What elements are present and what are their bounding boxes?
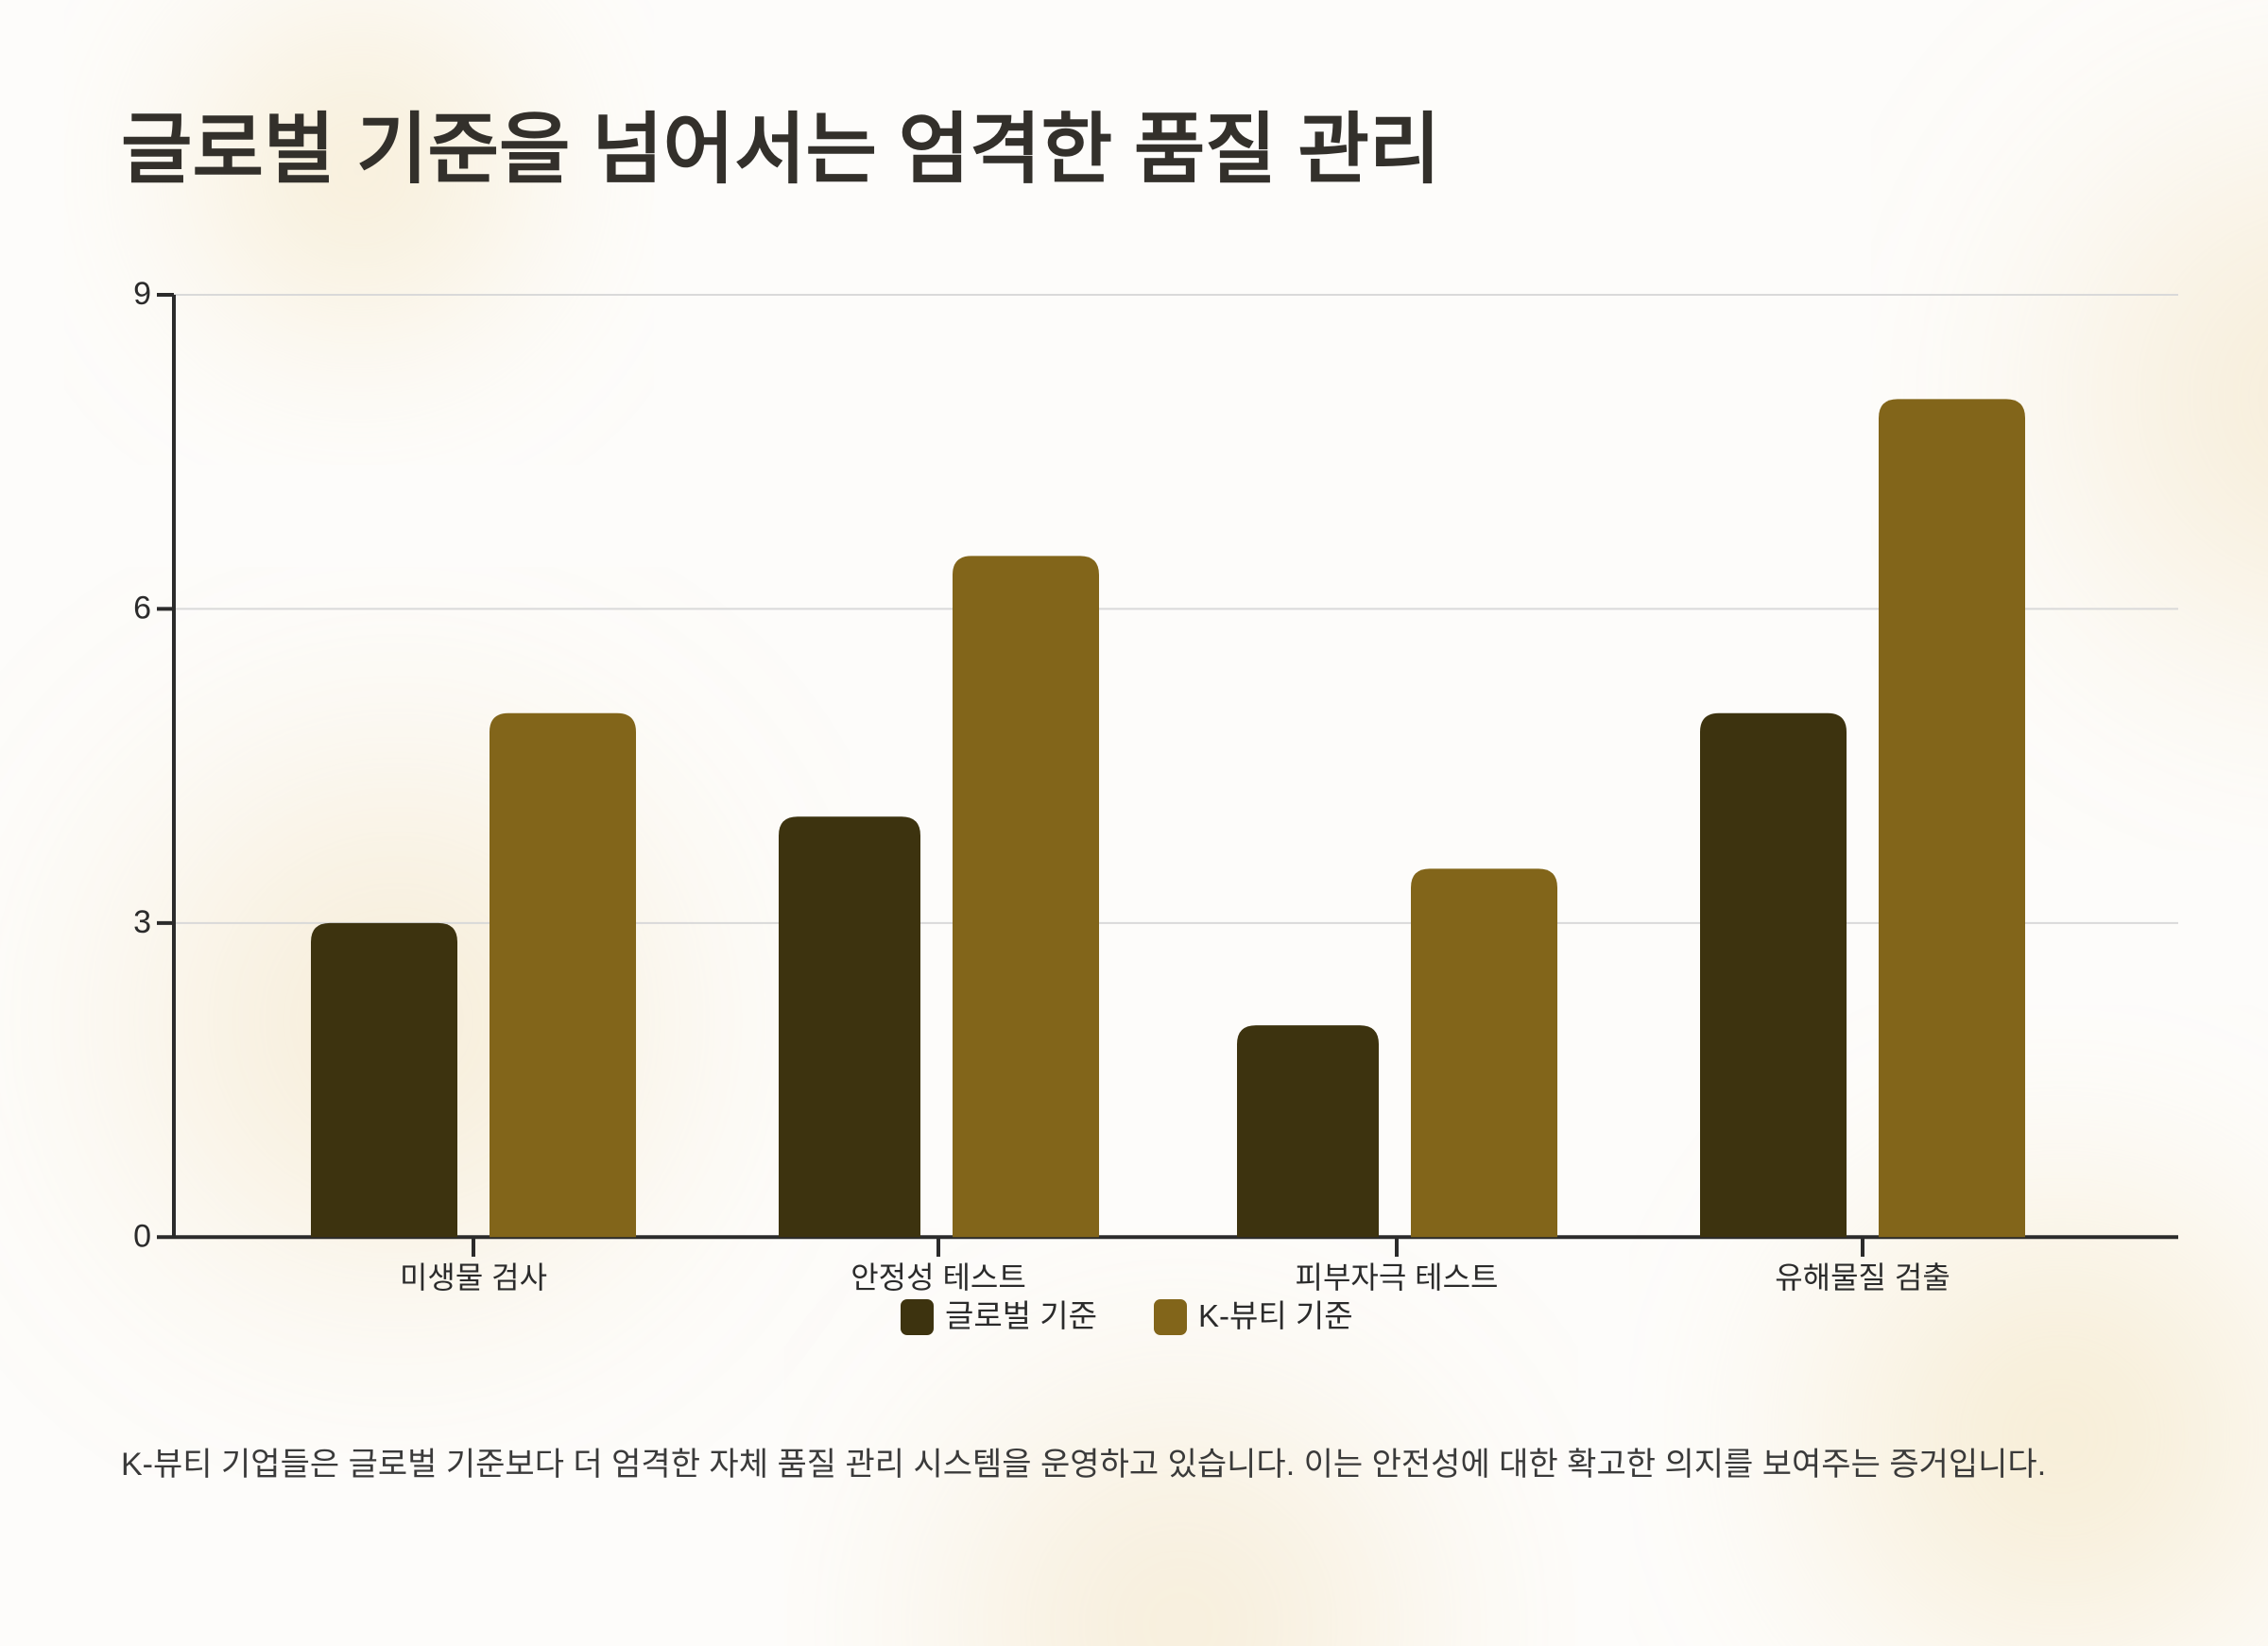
svg-text:안정성 테스트: 안정성 테스트 <box>850 1260 1026 1295</box>
svg-text:피부자극 테스트: 피부자극 테스트 <box>1296 1260 1499 1295</box>
svg-text:K-뷰티 기준: K-뷰티 기준 <box>1198 1298 1353 1333</box>
svg-text:글로벌 기준: 글로벌 기준 <box>945 1298 1097 1333</box>
svg-text:3: 3 <box>133 904 151 940</box>
svg-text:유해물질 검출: 유해물질 검출 <box>1775 1260 1950 1295</box>
svg-text:0: 0 <box>133 1218 151 1254</box>
svg-text:6: 6 <box>133 590 151 626</box>
svg-text:미생물 검사: 미생물 검사 <box>400 1260 547 1295</box>
svg-text:9: 9 <box>133 276 151 312</box>
